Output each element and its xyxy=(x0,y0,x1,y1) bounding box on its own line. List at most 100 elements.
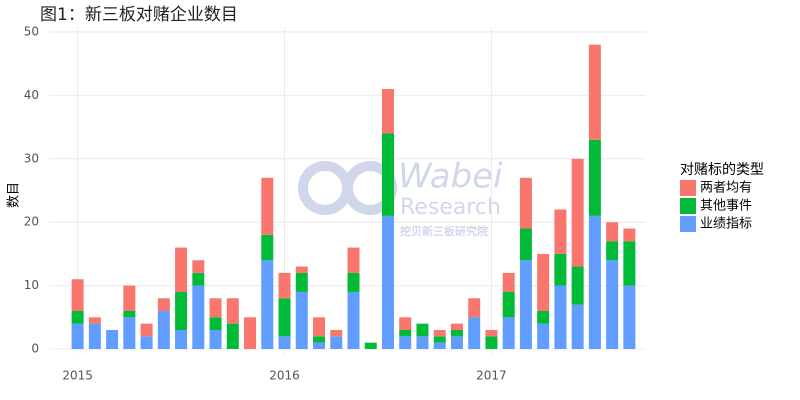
bar-segment xyxy=(537,253,550,311)
bar-segment xyxy=(433,342,446,349)
bar-segment xyxy=(433,336,446,343)
bar-segment xyxy=(554,209,567,254)
bar-segment xyxy=(278,298,291,337)
y-tick-label: 10 xyxy=(24,278,39,292)
bar-segment xyxy=(606,260,619,349)
legend-title: 对赌标的类型 xyxy=(680,162,764,178)
legend-label: 业绩指标 xyxy=(700,217,752,232)
x-tick-label: 2015 xyxy=(62,369,93,383)
bar-segment xyxy=(588,139,601,216)
bar-segment xyxy=(416,323,429,337)
bar-segment xyxy=(157,310,170,349)
bar-segment xyxy=(123,317,136,349)
watermark-logo xyxy=(298,161,352,215)
bar-segment xyxy=(519,228,532,261)
bar-segment xyxy=(278,336,291,349)
bar-segment xyxy=(175,329,188,349)
bar-segment xyxy=(226,298,239,324)
bar-segment xyxy=(192,285,205,349)
bar-segment xyxy=(106,329,119,349)
bar-segment xyxy=(554,285,567,349)
bar-segment xyxy=(519,260,532,349)
bar-segment xyxy=(261,260,274,349)
bar-segment xyxy=(209,317,222,330)
x-tick-label: 2017 xyxy=(476,369,507,383)
bar-segment xyxy=(571,304,584,349)
legend-label: 两者均有 xyxy=(700,181,752,196)
watermark-brand: Wabei xyxy=(398,157,503,197)
bar-segment xyxy=(88,323,101,349)
bar-segment xyxy=(450,323,463,330)
bar-segment xyxy=(313,317,326,337)
bar-segment xyxy=(588,44,601,140)
bar-segment xyxy=(502,272,515,292)
bar-segment xyxy=(450,329,463,337)
watermark-sub: Research xyxy=(400,195,501,220)
bar-segment xyxy=(71,323,84,349)
bar-segment xyxy=(175,247,188,292)
legend-swatch xyxy=(680,180,696,196)
bar-segment xyxy=(623,285,636,349)
bar-segment xyxy=(450,336,463,349)
bar-segment xyxy=(399,329,412,337)
bar-segment xyxy=(485,329,498,337)
bar-segment xyxy=(485,336,498,349)
bar-segment xyxy=(209,329,222,349)
bar-segment xyxy=(71,310,84,324)
bar-segment xyxy=(157,298,170,311)
bar-segment xyxy=(295,272,308,292)
bar-segment xyxy=(295,291,308,349)
watermark: Wabei Research 挖贝新三板研究院 xyxy=(298,157,503,238)
bar-segment xyxy=(330,336,343,349)
bar-segment xyxy=(416,336,429,349)
y-tick-label: 0 xyxy=(31,342,39,356)
bar-segment xyxy=(571,266,584,305)
bar-segment xyxy=(606,222,619,242)
bar-segment xyxy=(502,317,515,349)
bar-segment xyxy=(571,158,584,267)
bar-segment xyxy=(140,323,153,337)
bar-segment xyxy=(278,272,291,299)
bar-segment xyxy=(123,285,136,311)
bar-segment xyxy=(433,329,446,337)
bar-segment xyxy=(261,177,274,235)
bar-segment xyxy=(399,317,412,330)
bar-segment xyxy=(502,291,515,318)
bar-segment xyxy=(623,228,636,242)
y-tick-label: 50 xyxy=(24,25,39,39)
bar-segment xyxy=(313,336,326,343)
bar-segment xyxy=(330,329,343,337)
bar-segment xyxy=(347,247,360,273)
bar-segment xyxy=(519,177,532,229)
bar-segment xyxy=(381,215,394,349)
legend-label: 其他事件 xyxy=(700,199,752,214)
bar-segment xyxy=(468,317,481,349)
bar-segment xyxy=(140,336,153,349)
bar-segment xyxy=(347,291,360,349)
bar-segment xyxy=(295,266,308,273)
watermark-cn: 挖贝新三板研究院 xyxy=(400,224,488,238)
x-tick-label: 2016 xyxy=(269,369,300,383)
bar-segment xyxy=(364,342,377,349)
y-tick-label: 30 xyxy=(24,151,39,165)
bar-segment xyxy=(347,272,360,292)
bar-segment xyxy=(623,241,636,286)
bar-segment xyxy=(192,260,205,273)
bar-segment xyxy=(261,234,274,261)
y-tick-label: 20 xyxy=(24,215,39,229)
bar-segment xyxy=(399,336,412,349)
bar-segment xyxy=(537,310,550,324)
legend-swatch xyxy=(680,216,696,232)
bar-segment xyxy=(192,272,205,286)
bar-segment xyxy=(88,317,101,324)
bar-segment xyxy=(381,89,394,134)
bar-segment xyxy=(313,342,326,349)
bar-segment xyxy=(554,253,567,286)
bar-segment xyxy=(209,298,222,318)
bar-segment xyxy=(226,323,239,349)
bar-segment xyxy=(175,291,188,330)
y-tick-label: 40 xyxy=(24,88,39,102)
bar-segment xyxy=(123,310,136,318)
